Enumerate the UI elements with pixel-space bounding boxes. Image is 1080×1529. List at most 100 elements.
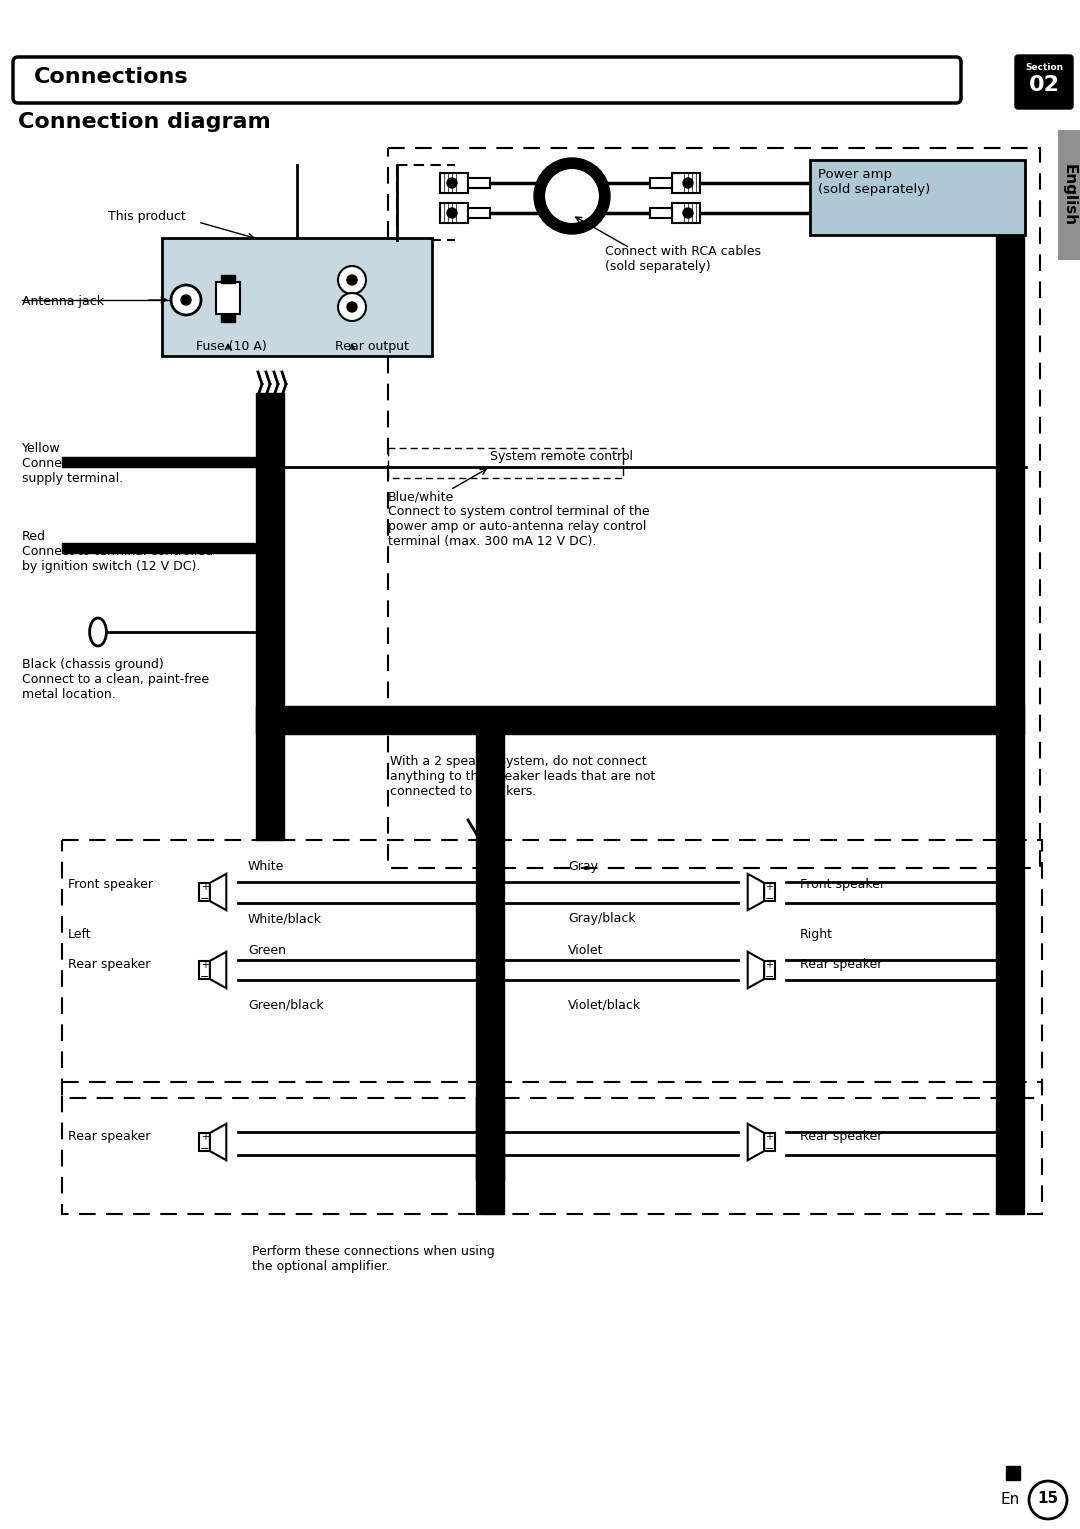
Bar (764, 1133, 775, 1151)
Text: Front speaker: Front speaker (68, 878, 153, 891)
Text: Rear speaker: Rear speaker (68, 1130, 150, 1144)
Polygon shape (747, 873, 764, 910)
Circle shape (534, 157, 610, 234)
Text: Gray/black: Gray/black (568, 911, 636, 925)
Bar (256, 393, 284, 839)
Bar (672, 203, 700, 223)
Text: Rear speaker: Rear speaker (68, 959, 150, 971)
Text: −: − (765, 894, 774, 904)
Circle shape (447, 208, 457, 219)
Text: Antenna jack: Antenna jack (22, 295, 104, 307)
Bar (62, 839, 1042, 1098)
FancyBboxPatch shape (1015, 55, 1074, 109)
Bar (440, 203, 468, 223)
Bar (810, 161, 1025, 235)
Text: Right: Right (800, 928, 833, 940)
Bar (764, 960, 775, 979)
Circle shape (347, 303, 357, 312)
Bar (1058, 130, 1080, 260)
Bar (162, 239, 432, 356)
Circle shape (181, 295, 191, 304)
Text: Connection diagram: Connection diagram (18, 112, 271, 131)
Text: Violet/black: Violet/black (568, 998, 642, 1011)
Text: White: White (248, 859, 284, 873)
Bar (764, 882, 775, 901)
Text: Power amp
(sold separately): Power amp (sold separately) (818, 168, 930, 196)
Text: Rear speaker: Rear speaker (800, 1130, 882, 1144)
Text: Left: Left (68, 928, 92, 940)
Circle shape (544, 168, 600, 225)
Bar (221, 275, 235, 283)
Circle shape (683, 177, 693, 188)
Bar (468, 177, 490, 188)
Text: −: − (200, 1144, 210, 1154)
Bar (650, 177, 672, 188)
Text: This product: This product (108, 209, 186, 223)
Text: En: En (1000, 1492, 1020, 1508)
Text: +: + (766, 1133, 773, 1142)
Bar (62, 543, 256, 553)
Text: −: − (765, 972, 774, 982)
Bar (1005, 1466, 1020, 1480)
Bar (468, 208, 490, 219)
Text: Green/black: Green/black (248, 998, 324, 1011)
Text: Fuse (10 A): Fuse (10 A) (195, 339, 267, 353)
Circle shape (338, 294, 366, 321)
Text: +: + (201, 882, 208, 893)
Polygon shape (210, 951, 227, 988)
Text: English: English (1062, 164, 1077, 226)
Bar (476, 720, 504, 1180)
Circle shape (447, 177, 457, 188)
Circle shape (1029, 1482, 1067, 1518)
Text: +: + (766, 960, 773, 971)
Bar (199, 960, 210, 979)
Text: Gray: Gray (568, 859, 598, 873)
Circle shape (338, 266, 366, 294)
Text: 02: 02 (1028, 75, 1059, 95)
Bar (62, 457, 256, 466)
Circle shape (347, 275, 357, 284)
Text: Front speaker: Front speaker (800, 878, 885, 891)
Bar (996, 165, 1024, 1035)
FancyBboxPatch shape (13, 57, 961, 102)
Bar (672, 173, 700, 193)
Text: Section: Section (1025, 63, 1063, 72)
Polygon shape (747, 951, 764, 988)
Text: Violet: Violet (568, 943, 604, 957)
Circle shape (683, 208, 693, 219)
Text: System remote control: System remote control (490, 450, 633, 463)
Text: +: + (766, 882, 773, 893)
Text: Blue/white
Connect to system control terminal of the
power amp or auto-antenna r: Blue/white Connect to system control ter… (388, 489, 650, 547)
Bar (388, 448, 623, 479)
Text: Connections: Connections (33, 67, 189, 87)
Text: +: + (201, 960, 208, 971)
Text: Green: Green (248, 943, 286, 957)
Bar (256, 706, 1024, 734)
Bar (476, 1098, 504, 1214)
Bar (388, 148, 1040, 868)
Polygon shape (210, 873, 227, 910)
Text: −: − (200, 972, 210, 982)
Polygon shape (747, 1124, 764, 1161)
Text: Perform these connections when using
the optional amplifier.: Perform these connections when using the… (252, 1245, 495, 1274)
Text: 15: 15 (1038, 1491, 1058, 1506)
Text: Yellow
Connect to the constant 12 V
supply terminal.: Yellow Connect to the constant 12 V supp… (22, 442, 205, 485)
Bar (216, 281, 240, 313)
Bar (62, 1083, 1042, 1214)
Text: −: − (200, 894, 210, 904)
Text: Connect with RCA cables
(sold separately): Connect with RCA cables (sold separately… (605, 245, 761, 274)
Text: Red
Connect to terminal controlled
by ignition switch (12 V DC).: Red Connect to terminal controlled by ig… (22, 531, 213, 573)
Text: Black (chassis ground)
Connect to a clean, paint-free
metal location.: Black (chassis ground) Connect to a clea… (22, 657, 210, 700)
Bar (199, 882, 210, 901)
Bar (221, 313, 235, 323)
Text: With a 2 speaker system, do not connect
anything to the speaker leads that are n: With a 2 speaker system, do not connect … (390, 755, 656, 798)
Bar (199, 1133, 210, 1151)
Text: +: + (201, 1133, 208, 1142)
Polygon shape (210, 1124, 227, 1161)
Bar (996, 1035, 1024, 1214)
Text: White/black: White/black (248, 911, 322, 925)
Text: Rear speaker: Rear speaker (800, 959, 882, 971)
Text: Rear output: Rear output (335, 339, 409, 353)
Circle shape (171, 284, 201, 315)
Bar (650, 208, 672, 219)
